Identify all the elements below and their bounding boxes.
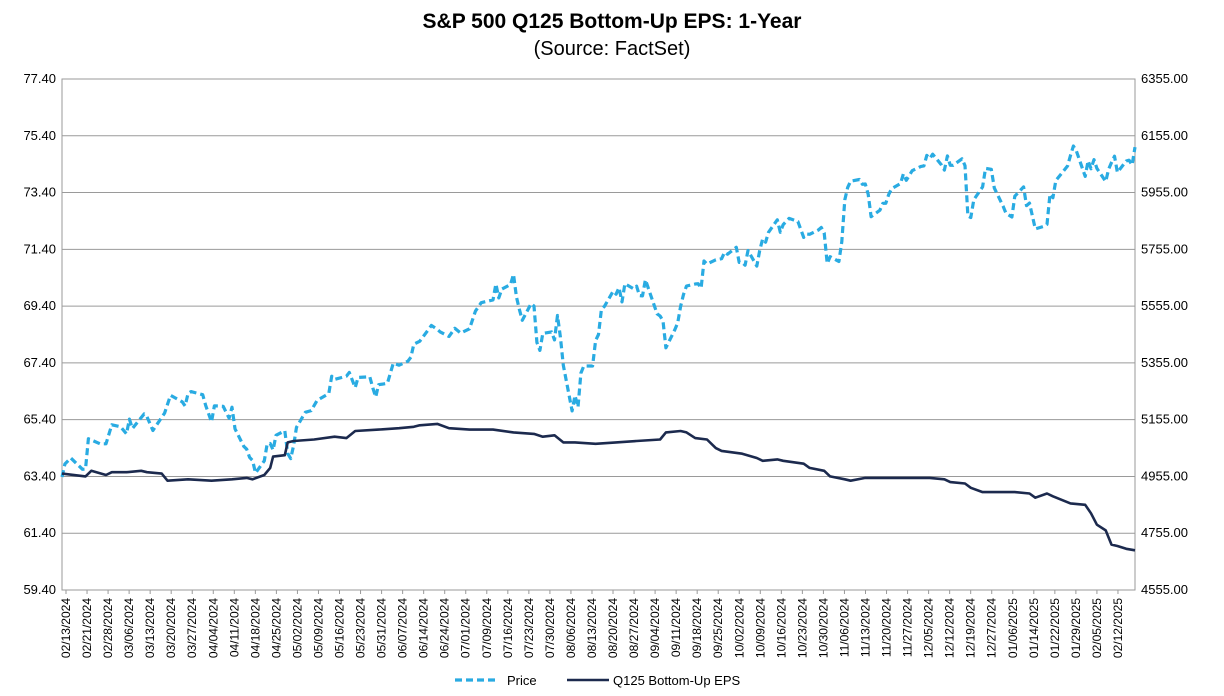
y-left-tick-label: 77.40 [23,71,56,86]
x-tick-label: 03/06/2024 [122,598,136,658]
x-tick-label: 08/13/2024 [585,598,599,658]
x-tick-label: 07/16/2024 [501,598,515,658]
x-tick-label: 08/06/2024 [564,598,578,658]
x-tick-label: 06/24/2024 [438,598,452,658]
y-left-tick-label: 59.40 [23,582,56,597]
x-tick-label: 12/19/2024 [964,598,978,658]
legend-label-eps: Q125 Bottom-Up EPS [613,673,740,688]
x-tick-label: 03/27/2024 [185,598,199,658]
x-tick-label: 10/02/2024 [732,598,746,658]
x-tick-label: 10/23/2024 [795,598,809,658]
y-axis-right: 6355.00 6155.00 5955.00 5755.00 5555.00 5355.… [1141,71,1188,597]
x-axis: 02/13/2024 02/21/2024 02/28/2024 03/06/2024… [59,590,1125,658]
chart-title: S&P 500 Q125 Bottom-Up EPS: 1-Year [423,10,802,33]
gridlines [61,78,1136,591]
x-tick-label: 09/11/2024 [669,598,683,657]
x-tick-label: 07/23/2024 [522,598,536,658]
plot-frame [61,78,1136,591]
x-tick-label: 12/05/2024 [922,598,936,658]
x-tick-label: 10/30/2024 [816,598,830,658]
x-tick-label: 04/04/2024 [206,598,220,658]
y-left-tick-label: 73.40 [23,185,56,200]
x-tick-label: 02/13/2024 [59,598,73,658]
x-tick-label: 02/05/2025 [1090,598,1104,658]
x-tick-label: 01/22/2025 [1048,598,1062,658]
x-tick-label: 02/21/2024 [80,598,94,658]
x-tick-label: 07/09/2024 [480,598,494,658]
x-tick-label: 01/14/2025 [1027,598,1041,658]
series-line-price [60,144,1137,478]
y-right-tick-label: 6355.00 [1141,71,1188,86]
x-tick-label: 10/09/2024 [753,598,767,658]
x-tick-label: 11/20/2024 [880,598,894,657]
x-tick-label: 02/12/2025 [1111,598,1125,658]
x-tick-label: 05/31/2024 [375,598,389,658]
y-right-tick-label: 5155.00 [1141,412,1188,427]
x-tick-label: 04/18/2024 [248,598,262,658]
x-tick-label: 12/12/2024 [943,598,957,658]
x-tick-label: 03/20/2024 [164,598,178,658]
series-line-eps [61,422,1136,552]
x-tick-label: 07/30/2024 [543,598,557,658]
x-tick-label: 11/06/2024 [837,598,851,657]
legend: Price Q125 Bottom-Up EPS [455,673,740,688]
x-tick-label: 04/11/2024 [227,598,241,657]
x-tick-label: 08/20/2024 [606,598,620,658]
x-tick-label: 06/07/2024 [396,598,410,658]
y-axis-left: 77.40 75.40 73.40 71.40 69.40 67.40 65.40 63.40… [23,71,56,597]
y-left-tick-label: 71.40 [23,241,56,256]
x-tick-label: 10/16/2024 [774,598,788,658]
x-tick-label: 02/28/2024 [101,598,115,658]
series-layer [60,144,1137,552]
x-tick-label: 03/13/2024 [143,598,157,658]
x-tick-label: 12/27/2024 [985,598,999,658]
chart-subtitle: (Source: FactSet) [534,38,691,60]
y-left-tick-label: 63.40 [23,468,56,483]
x-tick-label: 05/16/2024 [333,598,347,658]
y-right-tick-label: 6155.00 [1141,128,1188,143]
x-tick-label: 04/25/2024 [269,598,283,658]
x-tick-label: 06/14/2024 [417,598,431,658]
y-right-tick-label: 5555.00 [1141,298,1188,313]
x-tick-label: 05/23/2024 [354,598,368,658]
x-tick-label: 01/06/2025 [1006,598,1020,658]
y-right-tick-label: 4955.00 [1141,468,1188,483]
y-left-tick-label: 75.40 [23,128,56,143]
x-tick-label: 09/25/2024 [711,598,725,658]
y-left-tick-label: 61.40 [23,525,56,540]
x-tick-label: 05/02/2024 [290,598,304,658]
x-tick-label: 09/04/2024 [648,598,662,658]
x-tick-label: 07/01/2024 [459,598,473,658]
x-tick-label: 11/13/2024 [858,598,872,657]
y-right-tick-label: 5755.00 [1141,241,1188,256]
y-left-tick-label: 67.40 [23,355,56,370]
x-tick-label: 05/09/2024 [311,598,325,658]
y-right-tick-label: 4755.00 [1141,525,1188,540]
x-tick-label: 01/29/2025 [1069,598,1083,658]
x-tick-label: 09/18/2024 [690,598,704,658]
y-left-tick-label: 65.40 [23,412,56,427]
x-tick-label: 08/27/2024 [627,598,641,658]
y-left-tick-label: 69.40 [23,298,56,313]
legend-label-price: Price [507,673,537,688]
x-tick-label: 11/27/2024 [901,598,915,657]
y-right-tick-label: 4555.00 [1141,582,1188,597]
y-right-tick-label: 5355.00 [1141,355,1188,370]
y-right-tick-label: 5955.00 [1141,185,1188,200]
